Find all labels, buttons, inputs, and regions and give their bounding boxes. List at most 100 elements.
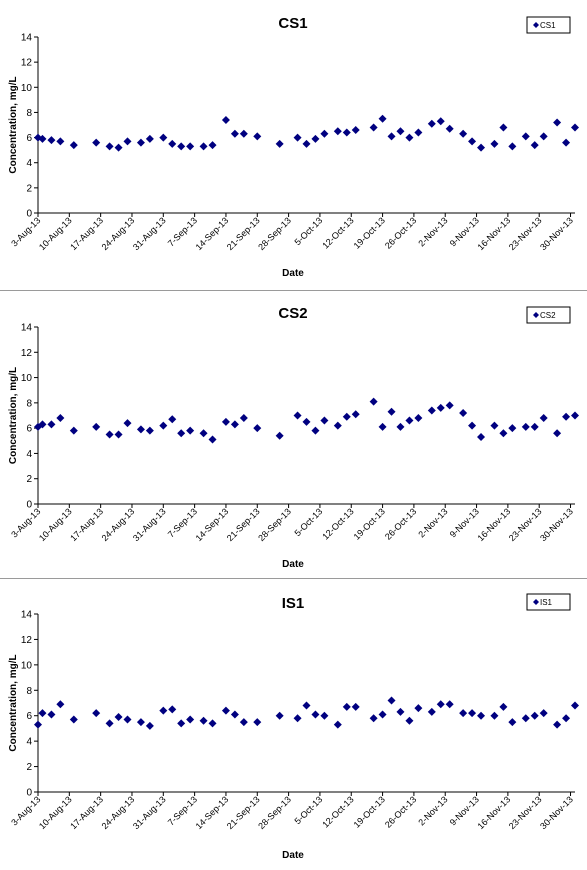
x-tick-label: 24-Aug-13 — [100, 506, 137, 543]
data-point — [199, 142, 208, 151]
data-point — [459, 408, 468, 417]
x-tick-label: 30-Nov-13 — [538, 794, 575, 831]
legend-marker — [533, 312, 539, 318]
data-point — [105, 142, 114, 151]
x-tick-label: 28-Sep-13 — [256, 794, 293, 831]
data-point — [477, 143, 486, 152]
y-tick-label: 6 — [26, 133, 32, 144]
data-point — [468, 421, 477, 430]
y-tick-label: 2 — [26, 762, 32, 773]
data-point — [56, 414, 65, 423]
x-tick-label: 12-Oct-13 — [320, 794, 355, 829]
y-tick-label: 4 — [26, 449, 32, 460]
data-point — [351, 126, 360, 135]
x-tick-label: 5-Oct-13 — [293, 794, 325, 826]
data-point — [186, 142, 195, 151]
data-point — [320, 129, 329, 138]
y-tick-label: 8 — [26, 108, 32, 119]
data-point — [230, 420, 239, 429]
x-tick-label: 14-Sep-13 — [194, 794, 231, 831]
y-tick-label: 6 — [26, 424, 32, 435]
x-axis-title: Date — [282, 850, 304, 861]
x-tick-label: 26-Oct-13 — [383, 506, 418, 541]
x-tick-label: 14-Sep-13 — [194, 506, 231, 543]
data-point — [405, 133, 414, 142]
y-tick-label: 2 — [26, 474, 32, 485]
data-point — [414, 414, 423, 423]
data-point — [562, 138, 571, 147]
data-point — [114, 143, 123, 152]
data-point — [333, 720, 342, 729]
data-point — [427, 406, 436, 415]
data-point — [159, 133, 168, 142]
x-tick-label: 16-Nov-13 — [475, 215, 512, 252]
data-point — [427, 119, 436, 128]
x-tick-label: 10-Aug-13 — [37, 794, 74, 831]
x-tick-label: 17-Aug-13 — [68, 215, 105, 252]
legend-label: CS2 — [540, 311, 556, 320]
data-point — [477, 711, 486, 720]
panel-divider — [0, 290, 587, 291]
data-point — [208, 435, 217, 444]
data-point — [92, 138, 101, 147]
legend-box — [526, 593, 571, 611]
data-point — [159, 421, 168, 430]
panel-divider — [0, 578, 587, 579]
data-point — [436, 700, 445, 709]
y-tick-label: 10 — [21, 373, 33, 384]
x-tick-label: 30-Nov-13 — [538, 506, 575, 543]
data-point — [351, 702, 360, 711]
chart-panel-cs2: CS2 0 2 4 6 8 10 12 14 3-Aug-13 10-Aug-13 17-Aug-13… — [0, 291, 587, 578]
data-point — [293, 411, 302, 420]
data-point — [105, 430, 114, 439]
x-tick-label: 12-Oct-13 — [320, 506, 355, 541]
x-tick-label: 28-Sep-13 — [256, 215, 293, 252]
y-tick-label: 14 — [21, 610, 33, 621]
data-point — [168, 705, 177, 714]
chart-cs1: CS1024681012143-Aug-1310-Aug-1317-Aug-13… — [8, 15, 579, 279]
y-tick-label: 12 — [21, 58, 33, 69]
data-point — [69, 715, 78, 724]
chart-panel-cs1: CS1 0 2 4 6 8 10 12 14 3-Aug-13 10-Aug-13 17-Aug-13… — [0, 0, 587, 290]
x-tick-label: 17-Aug-13 — [68, 506, 105, 543]
data-point — [145, 426, 154, 435]
x-tick-label: 10-Aug-13 — [37, 215, 74, 252]
data-point — [311, 426, 320, 435]
data-point — [145, 721, 154, 730]
y-axis-title: Concentration, mg/L — [8, 654, 19, 751]
data-point — [490, 421, 499, 430]
data-point — [56, 137, 65, 146]
data-point — [405, 716, 414, 725]
x-tick-label: 2-Nov-13 — [416, 794, 449, 827]
data-point — [38, 709, 47, 718]
legend-box — [526, 306, 571, 324]
data-point — [199, 716, 208, 725]
data-point — [521, 714, 530, 723]
y-axis-title: Concentration, mg/L — [8, 367, 19, 464]
x-tick-label: 26-Oct-13 — [383, 215, 418, 250]
data-point — [369, 123, 378, 132]
data-point — [38, 134, 47, 143]
data-point — [342, 412, 351, 421]
y-tick-label: 8 — [26, 398, 32, 409]
data-point — [230, 129, 239, 138]
data-point — [208, 141, 217, 150]
data-point — [477, 432, 486, 441]
data-point — [499, 429, 508, 438]
data-point — [168, 415, 177, 424]
data-point — [445, 124, 454, 133]
data-point — [92, 422, 101, 431]
y-tick-label: 12 — [21, 635, 33, 646]
data-point — [311, 134, 320, 143]
data-point — [499, 123, 508, 132]
data-point — [114, 712, 123, 721]
x-tick-label: 28-Sep-13 — [256, 506, 293, 543]
data-point — [396, 127, 405, 136]
y-tick-label: 6 — [26, 711, 32, 722]
data-point — [92, 709, 101, 718]
x-tick-label: 2-Nov-13 — [416, 506, 449, 539]
data-point — [378, 422, 387, 431]
data-point — [571, 123, 579, 132]
data-point — [311, 710, 320, 719]
x-tick-label: 19-Oct-13 — [352, 215, 387, 250]
